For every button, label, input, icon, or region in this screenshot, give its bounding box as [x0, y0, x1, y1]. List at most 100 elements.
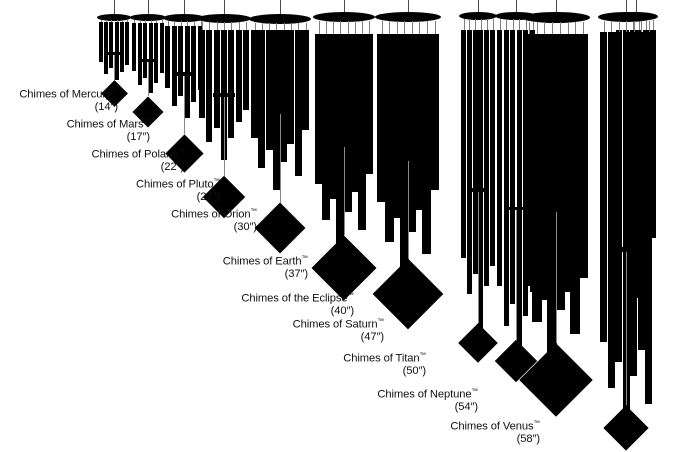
hanging-string [641, 21, 642, 33]
hanging-string [639, 20, 641, 31]
product-name: Chimes of Neptune™ [377, 388, 478, 401]
wind-sail-cord [516, 210, 517, 340]
chime-tube [365, 34, 373, 174]
hanging-string [512, 19, 514, 31]
hanging-string [653, 20, 654, 31]
chime-tube [258, 30, 266, 168]
hanging-string [238, 22, 240, 31]
hanging-string [529, 22, 530, 35]
hanging-string [134, 20, 135, 24]
product-name: Chimes of Earth™ [222, 255, 308, 268]
wind-sail-cord [408, 160, 409, 259]
hanging-string [611, 21, 612, 33]
hanging-string [193, 21, 195, 27]
trademark-icon: ™ [419, 352, 427, 359]
chime-tube [199, 30, 205, 118]
chime-tube [466, 30, 472, 294]
product-size: (50″) [402, 364, 426, 377]
hanging-string [340, 21, 342, 35]
product-size: (58″) [516, 432, 540, 445]
chime-tube [329, 34, 338, 199]
hanging-string [106, 20, 108, 23]
hanging-string [632, 20, 634, 31]
hanging-string [536, 22, 538, 35]
chime-tube [137, 23, 142, 85]
chime-tube [503, 30, 509, 326]
hanging-string [156, 20, 158, 24]
hanging-string [419, 21, 421, 35]
trademark-icon: ™ [377, 318, 385, 325]
trademark-icon: ™ [250, 208, 258, 215]
chime-tube [472, 30, 478, 274]
product-label-8: Chimes of Saturn™ (47″) [248, 318, 384, 343]
wind-sail-cord [148, 61, 149, 97]
chime-tube [490, 30, 495, 266]
chime-tube [265, 30, 273, 150]
top-disc [522, 12, 590, 23]
chime-tube [578, 34, 588, 278]
wind-sail [603, 405, 649, 451]
hanging-string [396, 21, 398, 35]
product-label-6: Chimes of Earth™ (37″) [176, 255, 308, 280]
trademark-icon: ™ [347, 292, 355, 299]
chime-tube [399, 34, 409, 274]
striker-disc [470, 187, 486, 192]
product-size: (27″) [196, 190, 220, 203]
chime-tube [322, 34, 331, 220]
product-size: (40″) [330, 304, 354, 317]
hanging-string [626, 21, 627, 33]
chime-tube [143, 23, 148, 78]
wind-sail-cord [224, 97, 225, 176]
product-name: Chimes of the Eclipse™ [241, 292, 355, 305]
hanging-string [276, 23, 278, 31]
hanging-string [269, 23, 271, 31]
wind-sail [311, 235, 377, 301]
hanging-string [162, 20, 163, 24]
chime-tube [99, 22, 103, 62]
chime-tube [600, 32, 607, 342]
wind-sail-cord [344, 147, 345, 236]
hanging-string [187, 21, 189, 27]
hanging-string [426, 21, 428, 35]
chime-tube [422, 34, 432, 254]
wind-sail-cord [478, 191, 479, 324]
hanging-string [254, 23, 256, 31]
chime-tube [554, 34, 565, 310]
wind-sail-cord [280, 114, 281, 203]
chime-tube [160, 23, 164, 73]
product-size: (54″) [454, 400, 478, 413]
wind-sail-cord [114, 54, 115, 80]
striker-disc [106, 51, 122, 55]
chime-tube [251, 30, 258, 138]
trademark-icon: ™ [533, 420, 541, 427]
hanging-string [224, 22, 225, 31]
product-size: (30″) [233, 220, 257, 233]
wind-sail [254, 202, 306, 254]
product-size: (14″) [94, 100, 118, 113]
chime-tube [213, 30, 220, 128]
hanging-string [646, 20, 648, 31]
hanging-string [354, 21, 356, 35]
product-name: Chimes of Venus™ [450, 420, 541, 433]
product-label-2: Chimes of Mars™ (17″) [30, 118, 151, 143]
product-label-11: Chimes of Venus™ (58″) [398, 420, 540, 445]
product-label-9: Chimes of Titan™ (50″) [288, 352, 426, 377]
product-size: (37″) [284, 267, 308, 280]
hanging-string [209, 22, 211, 31]
chime-tube [280, 30, 288, 162]
striker-disc [266, 108, 293, 115]
chime-tube [615, 32, 622, 362]
hanging-string [202, 22, 203, 31]
hanging-string [145, 20, 147, 24]
hanging-string [519, 19, 521, 31]
striker-disc [394, 154, 422, 161]
product-name: Chimes of Pluto™ [136, 178, 220, 191]
hanging-string [150, 20, 152, 24]
hanging-string [111, 20, 113, 23]
product-label-1: Chimes of Mercury™ (14″) [0, 88, 118, 113]
hanging-string [200, 21, 202, 27]
chime-tube [637, 32, 645, 350]
chime-tube [650, 30, 656, 238]
chime-tube [484, 30, 490, 286]
